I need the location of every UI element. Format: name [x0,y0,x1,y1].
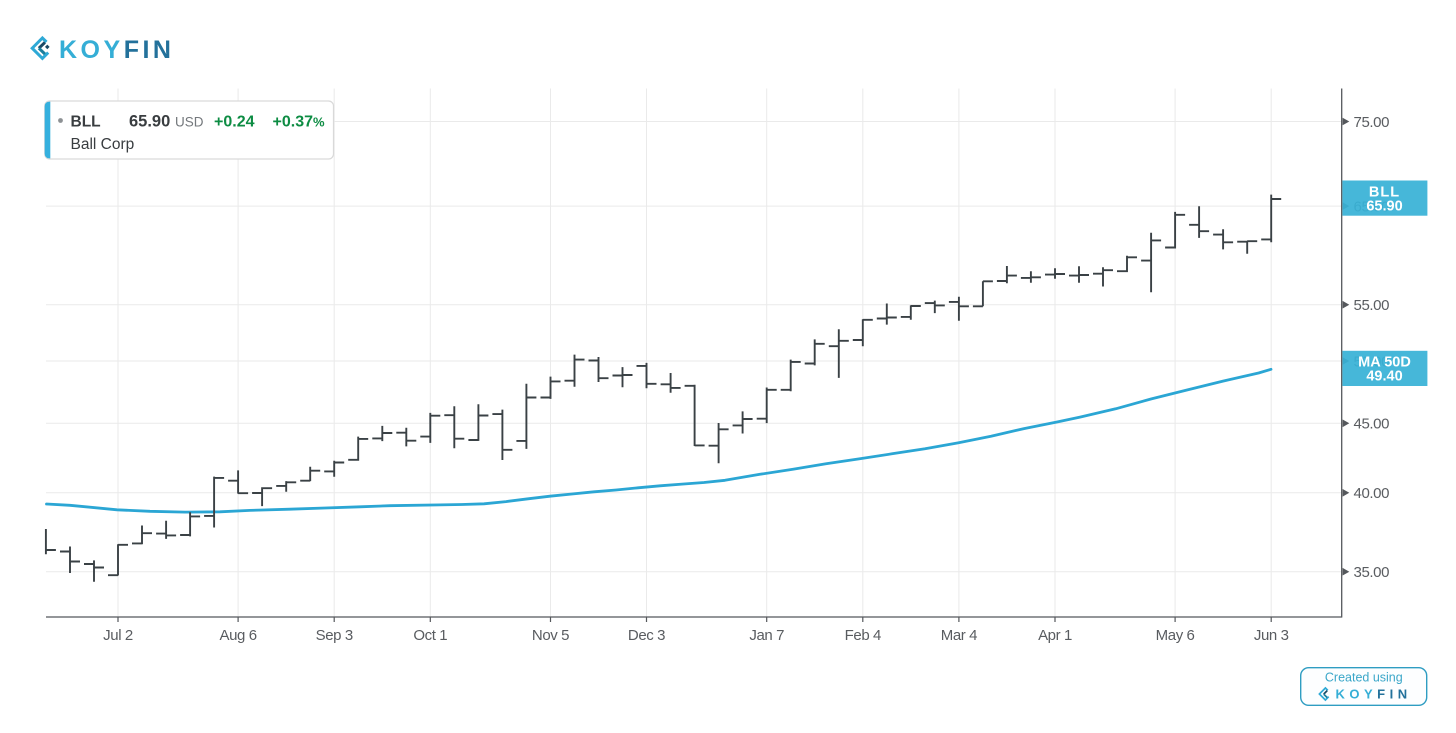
svg-text:45.00: 45.00 [1354,416,1390,433]
svg-text:35.00: 35.00 [1354,564,1390,581]
svg-text:KOYFIN: KOYFIN [1336,687,1412,702]
svg-text:+0.24: +0.24 [214,114,255,131]
svg-text:65.90: 65.90 [129,113,170,131]
svg-text:Created using: Created using [1325,671,1403,685]
svg-text:Ball Corp: Ball Corp [71,136,135,153]
svg-text:Oct 1: Oct 1 [413,627,447,644]
svg-text:40.00: 40.00 [1354,485,1390,502]
svg-text:Jan 7: Jan 7 [749,627,784,644]
svg-text:75.00: 75.00 [1354,114,1390,131]
svg-text:+0.37%: +0.37% [273,114,325,131]
svg-text:Jul 2: Jul 2 [103,627,133,644]
svg-text:Nov 5: Nov 5 [532,627,569,644]
svg-text:Jun 3: Jun 3 [1254,627,1289,644]
svg-text:Feb 4: Feb 4 [845,627,881,644]
svg-text:MA 50D: MA 50D [1358,355,1411,371]
svg-text:65.90: 65.90 [1366,198,1402,214]
svg-text:49.40: 49.40 [1366,369,1402,385]
svg-text:Aug 6: Aug 6 [219,627,256,644]
svg-text:Mar 4: Mar 4 [941,627,977,644]
svg-text:Apr 1: Apr 1 [1038,627,1072,644]
svg-text:55.00: 55.00 [1354,297,1390,314]
svg-text:Sep 3: Sep 3 [316,627,353,644]
svg-text:USD: USD [175,115,204,130]
svg-text:KOYFIN: KOYFIN [59,36,174,64]
svg-text:BLL: BLL [71,114,101,131]
svg-text:Dec 3: Dec 3 [628,627,665,644]
svg-text:May 6: May 6 [1156,627,1195,644]
svg-text:BLL: BLL [1369,184,1400,200]
